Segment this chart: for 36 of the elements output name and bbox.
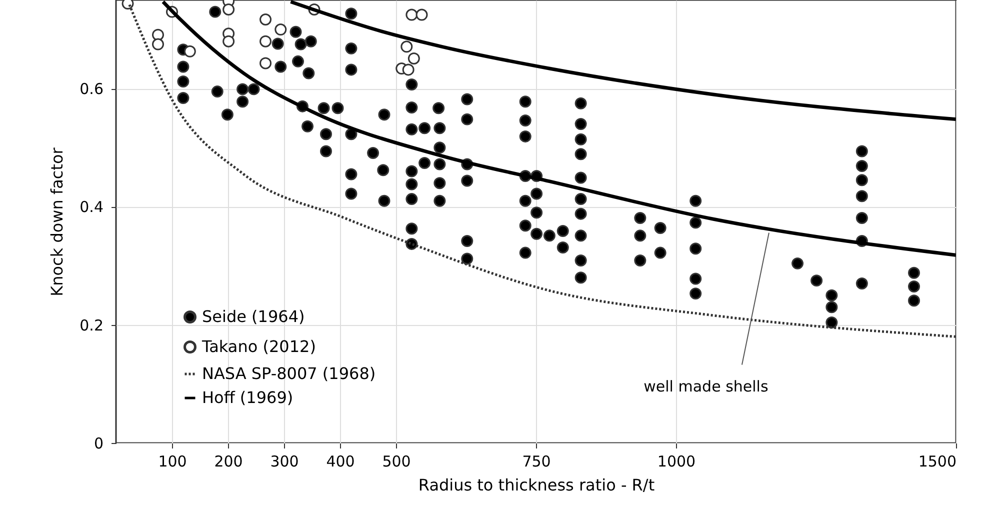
point — [408, 52, 420, 64]
y-tick-label: 0.2 — [80, 316, 104, 334]
point — [260, 14, 272, 26]
y-tick-label: 0 — [94, 434, 104, 452]
point — [274, 24, 287, 36]
point — [184, 45, 196, 58]
point — [260, 35, 272, 48]
legend-label: Takano (2012) — [201, 337, 316, 356]
x-tick-label: 500 — [382, 452, 411, 470]
point — [222, 3, 235, 16]
point — [400, 40, 413, 53]
point — [222, 35, 235, 48]
point — [260, 57, 272, 70]
point — [402, 64, 414, 76]
x-tick-label: 100 — [158, 452, 187, 470]
y-tick-label: 0.6 — [80, 80, 104, 98]
legend-label: Hoff (1969) — [202, 388, 294, 407]
x-tick-label: 200 — [214, 452, 243, 470]
line-series — [161, 0, 956, 257]
x-tick-label: 400 — [326, 452, 355, 470]
point — [152, 38, 164, 50]
x-tick-label: 1500 — [918, 452, 956, 470]
legend-label: NASA SP-8007 (1968) — [202, 364, 376, 383]
y-axis-title: Knock down factor — [48, 147, 67, 296]
x-tick-label: 1000 — [657, 452, 696, 470]
x-axis-title: Radius to thickness ratio - R/t — [418, 476, 655, 494]
line-series — [288, 0, 956, 122]
x-tick-label: 750 — [522, 452, 551, 470]
point — [416, 8, 428, 21]
annotation: well made shells — [644, 378, 768, 396]
point — [122, 0, 134, 10]
point — [406, 8, 418, 21]
y-tick-label: 0.4 — [80, 198, 104, 216]
x-tick-label: 300 — [270, 452, 299, 470]
point — [152, 28, 164, 41]
legend-label: Seide (1964) — [202, 307, 305, 326]
